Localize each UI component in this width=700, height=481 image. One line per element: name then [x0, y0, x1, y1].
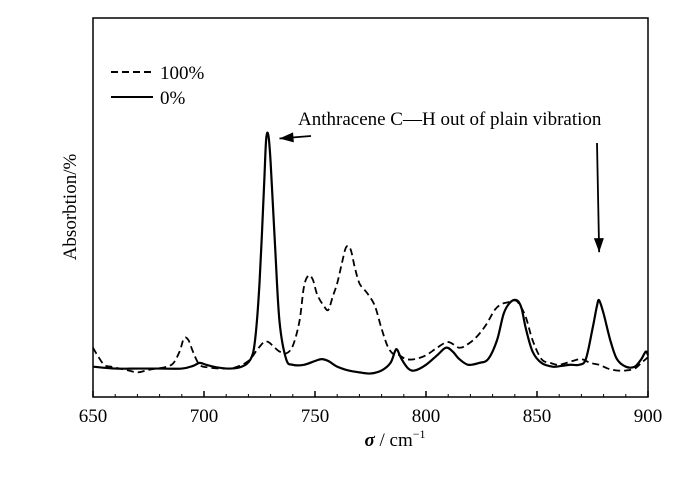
legend-label-100: 100%	[160, 63, 205, 84]
x-axis-label: σ / cm−1	[364, 427, 425, 451]
annotation-arrow-right	[593, 142, 604, 253]
series-line-solid	[92, 131, 650, 375]
x-tick-label: 750	[301, 406, 330, 427]
x-tick-label: 800	[412, 406, 441, 427]
x-tick-label: 900	[634, 406, 663, 427]
x-tick-label: 650	[79, 406, 108, 427]
series-line-dashed	[92, 244, 649, 374]
x-tick-label: 850	[523, 406, 552, 427]
annotation-arrow-left	[279, 132, 312, 143]
plot-frame	[92, 17, 649, 398]
legend-label-0: 0%	[160, 88, 186, 109]
x-axis-unit: / cm	[375, 430, 413, 451]
x-axis-ticks: 650 700 750 800 850 900	[79, 391, 663, 427]
axes-frame	[92, 17, 649, 398]
annotation-arrows	[279, 132, 604, 253]
x-axis-symbol: σ	[364, 430, 375, 451]
x-tick-label: 700	[190, 406, 219, 427]
annotation-text: Anthracene C—H out of plain vibration	[298, 109, 602, 130]
series-group	[92, 131, 650, 375]
x-axis-unit-exponent: −1	[413, 427, 426, 441]
legend: 100% 0%	[111, 63, 205, 109]
y-axis-label: Absorbtion/%	[60, 154, 81, 261]
